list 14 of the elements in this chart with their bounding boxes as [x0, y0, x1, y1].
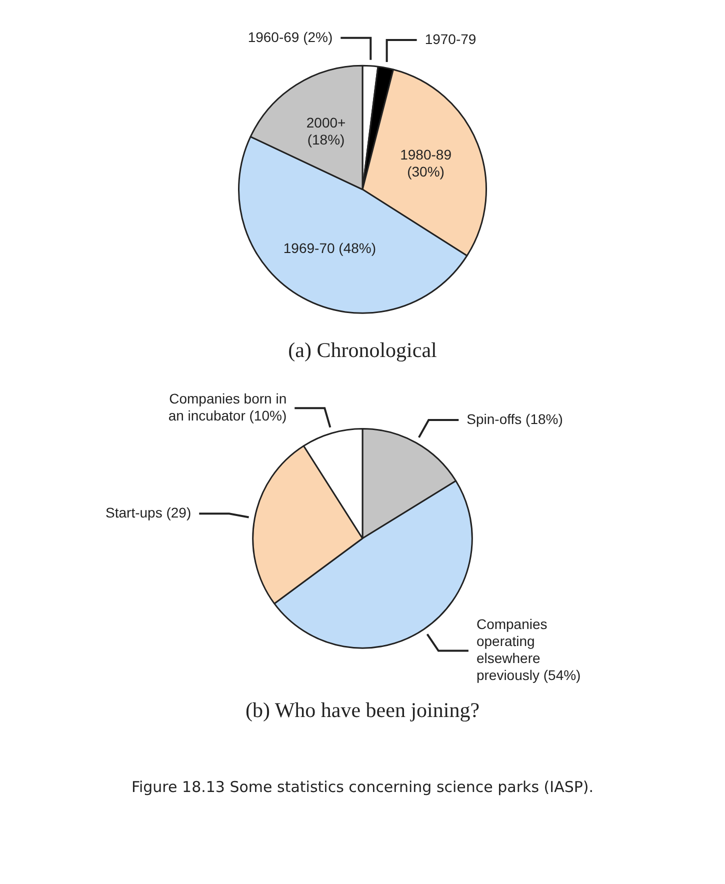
- slice-label: 2000+: [306, 114, 346, 130]
- slice-label: Companies born in an incubator (10%): [168, 390, 287, 424]
- slice-label: 1980-89: [400, 146, 452, 163]
- caption: Figure 18.13 Some statistics concerning science parks (IASP).: [130, 778, 595, 796]
- slice-label: 1960-69 (2%): [248, 28, 333, 45]
- slice-label: Start-ups (29): [106, 504, 192, 520]
- slice-label: Companies operating elsewhere previously (54%): [476, 616, 581, 684]
- slice-label: Spin-offs (18%): [466, 410, 563, 427]
- text: (a) Chronological: [288, 338, 438, 362]
- slice-label: 1970-79: [424, 30, 476, 47]
- text: (b) Who have been joining?: [245, 698, 480, 722]
- slice-label: 1969-70 (48%): [283, 240, 376, 256]
- data-label: (30%): [407, 164, 444, 180]
- data-label: (18%): [307, 131, 345, 148]
